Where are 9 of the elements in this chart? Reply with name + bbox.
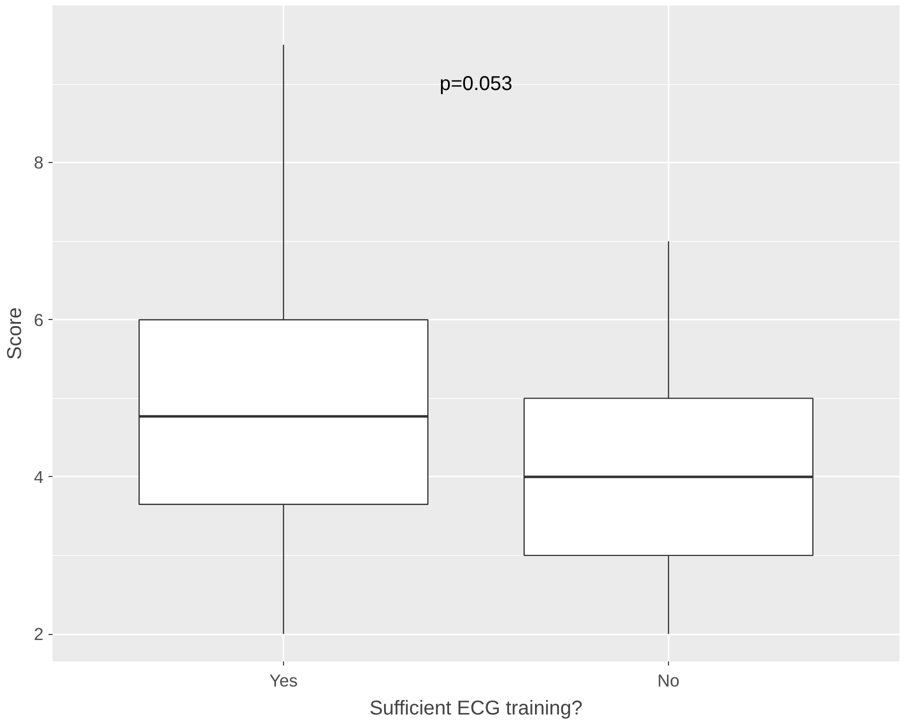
x-tick-label: No xyxy=(657,670,680,690)
y-tick-label: 8 xyxy=(34,152,44,173)
y-axis-title: Score xyxy=(4,307,26,360)
y-tick-label: 6 xyxy=(34,310,44,330)
x-axis-title: Sufficient ECG training? xyxy=(369,698,583,720)
annotation: p=0.053 xyxy=(440,73,512,96)
y-tick-label: 4 xyxy=(34,466,44,487)
x-tick-label: Yes xyxy=(269,670,298,690)
y-tick-label: 2 xyxy=(34,624,44,644)
